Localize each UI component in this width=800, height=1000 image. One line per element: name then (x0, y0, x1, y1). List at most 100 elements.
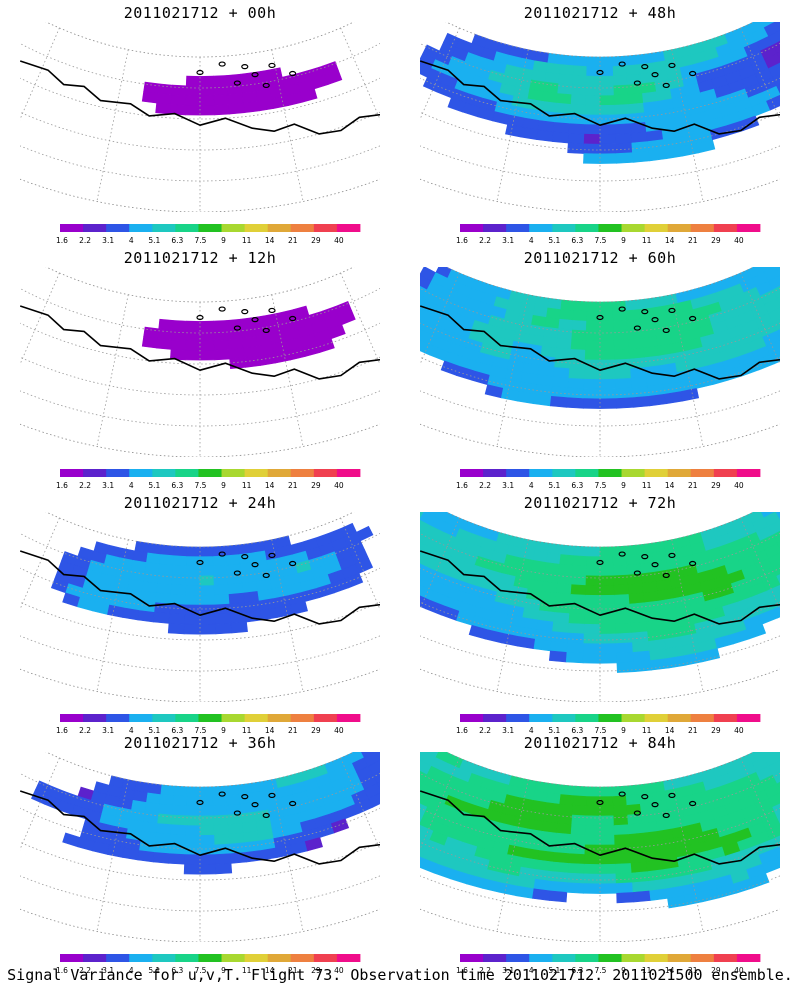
colorbar-tick-label: 2.2 (479, 481, 491, 490)
field-cell (615, 632, 633, 644)
colorbar-tick-label: 40 (334, 481, 344, 490)
field-cell (555, 347, 572, 360)
field-cell (215, 863, 233, 875)
field-cell (761, 512, 776, 519)
field-cell (230, 852, 247, 864)
field-cell (599, 124, 616, 135)
field-cell (304, 837, 323, 852)
colorbar-tick-label: 14 (265, 966, 275, 975)
colorbar-tick-label: 6.3 (571, 236, 583, 245)
field-cell (583, 623, 601, 635)
field-cell (573, 785, 588, 797)
field-cell (768, 759, 780, 776)
meridian-line (740, 272, 780, 366)
island-outline (241, 554, 249, 560)
field-cell (585, 585, 601, 596)
field-cell (584, 124, 601, 135)
colorbar-swatch (336, 224, 361, 232)
colorbar-tick-label: 3.1 (502, 236, 514, 245)
colorbar-tick-label: 2.2 (479, 236, 491, 245)
field-cell (613, 84, 629, 96)
field-cell (199, 863, 217, 875)
field-cell (572, 65, 588, 77)
colorbar-swatch (667, 469, 692, 477)
field-cell (625, 299, 640, 312)
colorbar-swatch (667, 714, 692, 722)
field-cell (586, 786, 601, 798)
island-outline (618, 791, 626, 797)
meridian-line (271, 779, 304, 932)
colorbar-tick-label: 9 (621, 966, 626, 975)
field-cell (356, 525, 374, 542)
field-cell (613, 75, 628, 87)
field-cell (599, 143, 617, 155)
field-cell (185, 75, 201, 87)
colorbar-swatch (313, 469, 338, 477)
field-cell (566, 882, 585, 894)
field-cell (627, 93, 644, 105)
field-cell (599, 805, 615, 817)
colorbar-swatch (621, 714, 646, 722)
field-cell (567, 142, 585, 154)
field-cell (171, 814, 187, 826)
colorbar-tick-label: 6.3 (571, 726, 583, 735)
variance-field (31, 752, 380, 875)
field-cell (585, 85, 601, 97)
field-cell (628, 592, 645, 605)
colorbar-tick-label: 1.6 (56, 726, 68, 735)
meridian-line (271, 294, 304, 447)
field-cell (214, 349, 231, 361)
colorbar-swatch (575, 714, 599, 722)
variance-field (141, 61, 343, 116)
colorbar-swatch (483, 469, 507, 477)
field-cell (583, 378, 601, 390)
figure-caption: Signal Variance for u,v,T. Flight 73. Ob… (7, 966, 793, 984)
field-cell (170, 584, 187, 596)
field-cell (761, 267, 776, 274)
field-cell (585, 330, 601, 342)
island-outline (596, 314, 604, 321)
field-cell (137, 850, 155, 863)
island-outline (662, 812, 670, 819)
map (20, 22, 380, 212)
field-cell (762, 815, 780, 832)
colorbar-tick-label: 9 (621, 726, 626, 735)
parallel-line (420, 875, 780, 912)
meridian-line (20, 27, 60, 121)
colorbar-tick-label: 14 (265, 481, 275, 490)
field-cell (548, 650, 568, 663)
colorbar-swatch (460, 714, 484, 722)
field-cell (228, 347, 245, 360)
colorbar-tick-label: 21 (688, 966, 698, 975)
colorbar-tick-label: 3.1 (102, 236, 114, 245)
colorbar-tick-label: 21 (288, 236, 298, 245)
colorbar-swatch (83, 714, 107, 722)
colorbar-tick-label: 1.6 (56, 966, 68, 975)
field-cell (776, 84, 780, 94)
colorbar-swatch (690, 224, 715, 232)
field-cell (627, 813, 643, 826)
map-border (420, 752, 780, 942)
meridian-line (340, 27, 380, 121)
field-cell (599, 883, 617, 894)
map-border (420, 267, 780, 457)
field-cell (573, 300, 588, 312)
field-cell (557, 813, 573, 826)
field-cell (572, 805, 587, 817)
colorbar-swatch (152, 224, 176, 232)
field-cell (625, 794, 641, 806)
colorbar-swatch (690, 954, 715, 962)
meridian-line (420, 272, 460, 366)
colorbar-swatch (713, 224, 738, 232)
meridian-line (271, 539, 304, 692)
colorbar-tick-label: 5.1 (148, 236, 160, 245)
field-cell (599, 815, 615, 827)
colorbar-tick-label: 29 (711, 726, 721, 735)
colorbar-swatch (129, 714, 153, 722)
field-cell (185, 330, 201, 342)
colorbar-tick-label: 1.6 (456, 966, 468, 975)
field-cell (344, 572, 364, 589)
field-cell (199, 786, 214, 798)
field-cell (330, 818, 350, 834)
colorbar-swatch (506, 954, 530, 962)
